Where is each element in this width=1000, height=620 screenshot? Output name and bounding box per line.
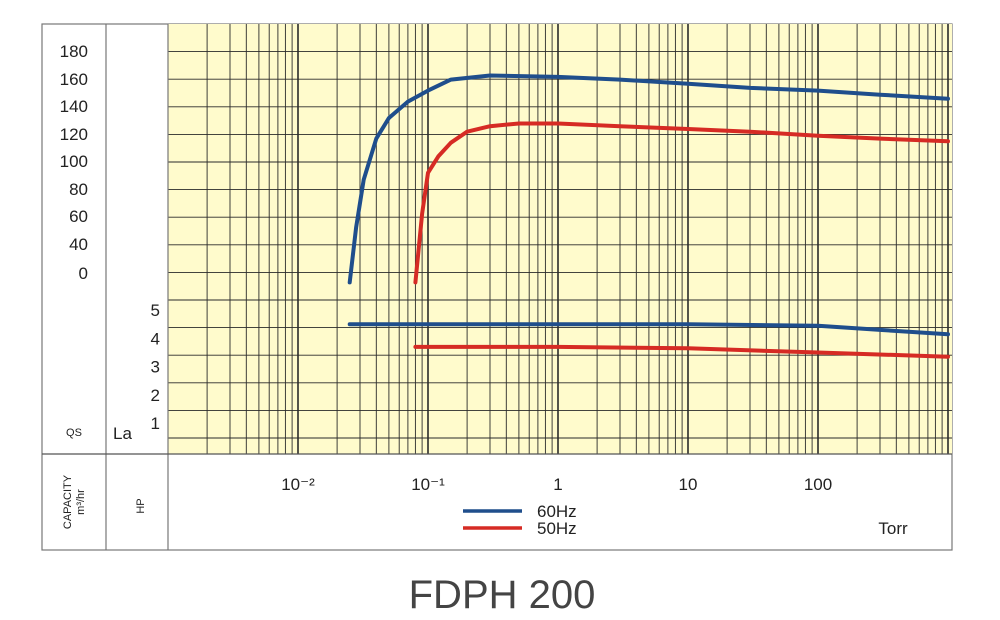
x-tick: 10 [679, 475, 698, 494]
x-tick: 10⁻² [281, 475, 315, 494]
series-line-power-50hz [413, 344, 950, 359]
hp-axis-title: HP [135, 498, 147, 513]
y-tick-capacity: 40 [69, 235, 88, 254]
capacity-unit: m³/hr [75, 489, 87, 515]
y-tick-hp: 1 [151, 414, 160, 433]
series-line-capacity-60hz [347, 73, 950, 285]
y-tick-capacity: 160 [60, 70, 88, 89]
legend-label-50hz: 50Hz [537, 519, 577, 538]
y-tick-hp: 3 [151, 358, 160, 377]
x-tick: 10⁻¹ [411, 475, 445, 494]
y-tick-hp: 2 [151, 386, 160, 405]
y-tick-capacity: 180 [60, 42, 88, 61]
legend-label-60hz: 60Hz [537, 502, 577, 521]
series-layer [347, 73, 950, 359]
x-tick: 100 [804, 475, 832, 494]
y-tick-hp: 5 [151, 301, 160, 320]
y-tick-capacity: 140 [60, 97, 88, 116]
y-tick-capacity: 60 [69, 207, 88, 226]
x-unit-label: Torr [878, 519, 908, 538]
hp-label: HP [135, 498, 147, 513]
series-line-capacity-50hz [413, 121, 950, 285]
qs-symbol: QS [66, 427, 82, 439]
y-tick-capacity: 0 [79, 264, 88, 283]
capacity-label: CAPACITY [62, 474, 74, 529]
capacity-axis-title: CAPACITY m³/hr [62, 474, 87, 529]
ticks-layer: 180 160 140 120 100 80 60 40 0 5 4 3 2 1 10⁻² 10⁻¹ 1 10 10… [60, 42, 833, 494]
series-line-power-60hz [347, 322, 950, 337]
la-symbol: La [113, 424, 132, 443]
y-tick-capacity: 120 [60, 125, 88, 144]
x-tick: 1 [553, 475, 562, 494]
y-tick-hp: 4 [151, 329, 160, 348]
y-tick-capacity: 100 [60, 152, 88, 171]
chart-title: FDPH 200 [409, 573, 596, 617]
y-tick-capacity: 80 [69, 180, 88, 199]
